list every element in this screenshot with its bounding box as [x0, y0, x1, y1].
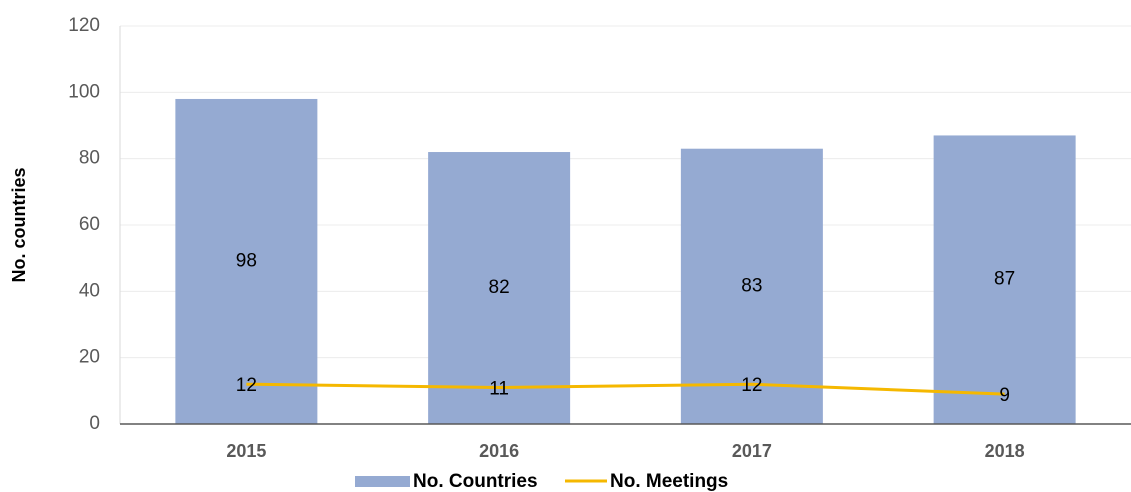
data-label: 11 [489, 379, 509, 400]
data-label: 12 [236, 375, 257, 396]
line [246, 382, 1005, 396]
legend-label: No. Meetings [610, 471, 728, 492]
legend-swatch [355, 476, 410, 487]
y-tick-label: 60 [79, 214, 100, 235]
bar [175, 98, 318, 424]
y-tick-label: 20 [79, 347, 100, 368]
x-tick-label: 2015 [226, 441, 266, 461]
y-tick-label: 100 [68, 81, 100, 102]
data-label: 98 [236, 250, 257, 271]
data-label: 9 [999, 385, 1010, 406]
x-tick-label: 2017 [732, 441, 772, 461]
data-label: 82 [489, 277, 510, 298]
bar [933, 135, 1076, 424]
x-tick-label: 2018 [985, 441, 1025, 461]
data-label: 12 [741, 375, 762, 396]
y-tick-label: 80 [79, 148, 100, 169]
data-label: 83 [741, 275, 762, 296]
y-axis-label: No. countries [9, 167, 29, 282]
bar [680, 148, 823, 424]
x-tick-label: 2016 [479, 441, 519, 461]
bar [428, 152, 571, 425]
legend-label: No. Countries [413, 471, 538, 492]
y-tick-label: 120 [68, 15, 100, 36]
y-tick-label: 0 [89, 413, 100, 434]
y-tick-label: 40 [79, 280, 100, 301]
data-label: 87 [994, 269, 1015, 290]
